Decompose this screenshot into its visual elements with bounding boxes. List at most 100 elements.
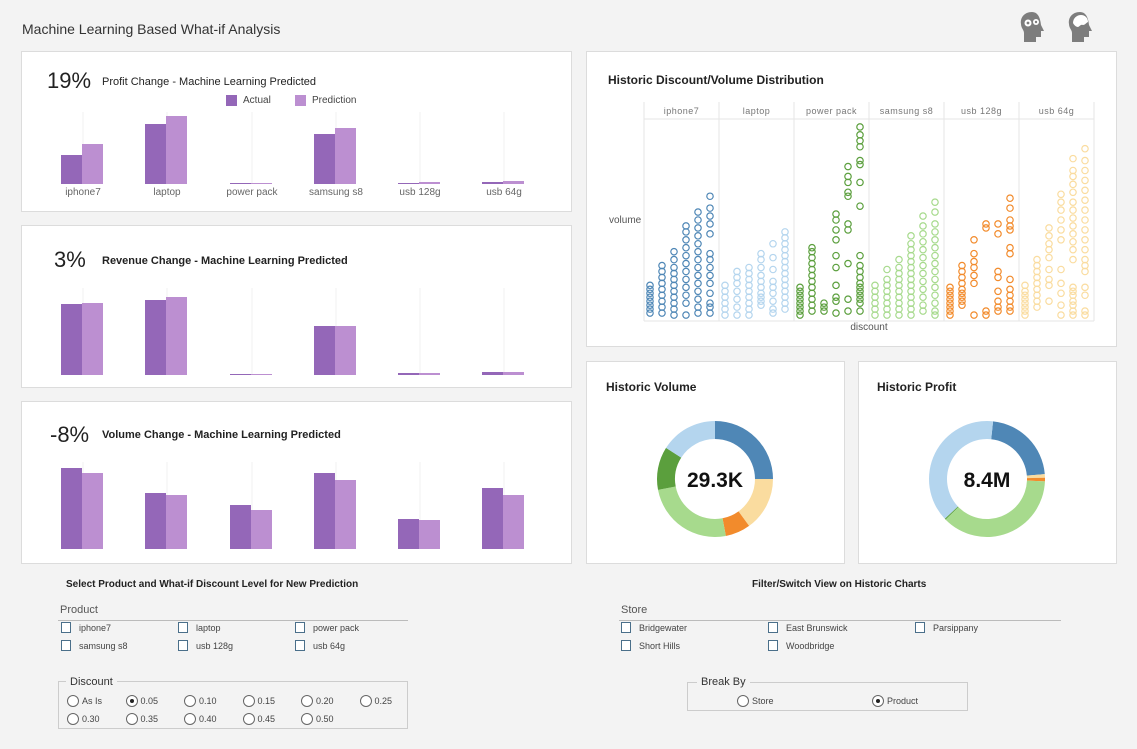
radio-circle[interactable] [301,713,313,725]
discount-radio-0.05[interactable]: 0.05 [125,695,158,707]
slice-usb-128g[interactable] [1026,477,1045,482]
radio-circle[interactable] [737,695,749,707]
product-checkbox-usb-64g[interactable]: usb 64g [295,640,345,651]
discount-radio-0.30[interactable]: 0.30 [67,713,100,725]
checkbox-box[interactable] [61,640,71,651]
checkbox-box[interactable] [621,640,631,651]
radio-circle[interactable] [67,695,79,707]
radio-circle[interactable] [184,695,196,707]
bar-actual-iphone7[interactable] [61,304,82,375]
checkbox-box[interactable] [295,622,305,633]
slice-samsung-s8[interactable] [658,486,726,537]
radio-circle[interactable] [67,713,79,725]
bar-actual-power-pack[interactable] [230,374,251,375]
bar-prediction-power-pack[interactable] [251,183,272,184]
bar-prediction-power-pack[interactable] [251,374,272,375]
radio-circle[interactable] [125,695,138,707]
discount-radio-0.50[interactable]: 0.50 [301,713,334,725]
brain-head-icon[interactable] [1066,10,1096,44]
bar-prediction-usb-64g[interactable] [503,372,524,375]
discount-radio-0.40[interactable]: 0.40 [184,713,217,725]
product-checkbox-samsung-s8[interactable]: samsung s8 [61,640,128,651]
slice-usb-64g[interactable] [1026,474,1045,479]
bar-prediction-usb-64g[interactable] [503,495,524,549]
checkbox-box[interactable] [178,622,188,633]
product-checkbox-usb-128g[interactable]: usb 128g [178,640,233,651]
slice-iphone7[interactable] [715,421,773,479]
bar-actual-samsung-s8[interactable] [314,473,335,549]
discount-radio-0.35[interactable]: 0.35 [125,713,158,725]
discount-radio-0.20[interactable]: 0.20 [301,695,334,707]
checkbox-box[interactable] [295,640,305,651]
store-checkbox-Bridgewater[interactable]: Bridgewater [621,622,687,633]
radio-circle[interactable] [184,713,196,725]
bar-actual-usb-128g[interactable] [398,519,419,549]
slice-power-pack[interactable] [944,506,959,520]
radio-circle[interactable] [242,713,255,725]
bar-prediction-iphone7[interactable] [82,473,103,549]
bar-prediction-iphone7[interactable] [82,144,103,184]
slice-usb-64g[interactable] [738,479,773,526]
slice-laptop[interactable] [666,421,715,458]
bar-actual-samsung-s8[interactable] [314,134,335,184]
gears-head-icon[interactable] [1018,10,1048,44]
discount-radio-0.45[interactable]: 0.45 [242,713,275,725]
radio-circle[interactable] [301,695,313,707]
slice-laptop[interactable] [929,421,994,519]
breakby-radio-product[interactable]: Product [872,695,918,707]
bar-prediction-usb-128g[interactable] [419,182,440,184]
checkbox-box[interactable] [768,622,778,633]
bar-prediction-laptop[interactable] [166,116,187,184]
radio-circle[interactable] [359,695,372,707]
discount-radio-As-Is[interactable]: As Is [67,695,102,707]
radio-circle[interactable] [125,713,138,725]
bar-prediction-iphone7[interactable] [82,303,103,375]
bar-prediction-samsung-s8[interactable] [335,326,356,375]
slice-usb-128g[interactable] [722,511,750,536]
bar-actual-laptop[interactable] [145,300,166,375]
bar-actual-usb-64g[interactable] [482,182,503,184]
checkbox-box[interactable] [178,640,188,651]
bar-actual-laptop[interactable] [145,493,166,549]
radio-circle[interactable] [242,695,255,707]
bar-actual-laptop[interactable] [145,124,166,184]
bar-actual-usb-128g[interactable] [398,373,419,375]
bar-prediction-usb-128g[interactable] [419,520,440,549]
bar-actual-usb-128g[interactable] [398,183,419,184]
bar-actual-iphone7[interactable] [61,155,82,184]
slice-power-pack[interactable] [657,447,682,490]
bar-prediction-usb-64g[interactable] [503,181,524,184]
slice-iphone7[interactable] [991,421,1045,476]
checkbox-box[interactable] [915,622,925,633]
breakby-radio-store[interactable]: Store [737,695,774,707]
bar-prediction-samsung-s8[interactable] [335,128,356,184]
bar-actual-samsung-s8[interactable] [314,326,335,375]
store-checkbox-Woodbridge[interactable]: Woodbridge [768,640,834,651]
bar-prediction-laptop[interactable] [166,297,187,375]
bar-actual-usb-64g[interactable] [482,488,503,549]
bar-actual-usb-64g[interactable] [482,372,503,375]
product-checkbox-laptop[interactable]: laptop [178,622,221,633]
checkbox-box[interactable] [768,640,778,651]
product-checkbox-iphone7[interactable]: iphone7 [61,622,111,633]
store-checkbox-East-Brunswick[interactable]: East Brunswick [768,622,848,633]
product-checkbox-power-pack[interactable]: power pack [295,622,359,633]
slice-samsung-s8[interactable] [945,480,1045,537]
scatter-point [1045,232,1053,240]
checkbox-box[interactable] [61,622,71,633]
bar-prediction-samsung-s8[interactable] [335,480,356,549]
discount-radio-0.25[interactable]: 0.25 [359,695,392,707]
bar-prediction-laptop[interactable] [166,495,187,549]
discount-radio-0.15[interactable]: 0.15 [242,695,275,707]
bar-prediction-usb-128g[interactable] [419,373,440,375]
radio-circle[interactable] [872,695,884,707]
bar-actual-power-pack[interactable] [230,183,251,184]
scatter-point [706,204,714,212]
bar-prediction-power-pack[interactable] [251,510,272,549]
checkbox-box[interactable] [621,622,631,633]
bar-actual-power-pack[interactable] [230,505,251,549]
bar-actual-iphone7[interactable] [61,468,82,549]
discount-radio-0.10[interactable]: 0.10 [184,695,217,707]
store-checkbox-Parsippany[interactable]: Parsippany [915,622,978,633]
store-checkbox-Short-Hills[interactable]: Short Hills [621,640,680,651]
